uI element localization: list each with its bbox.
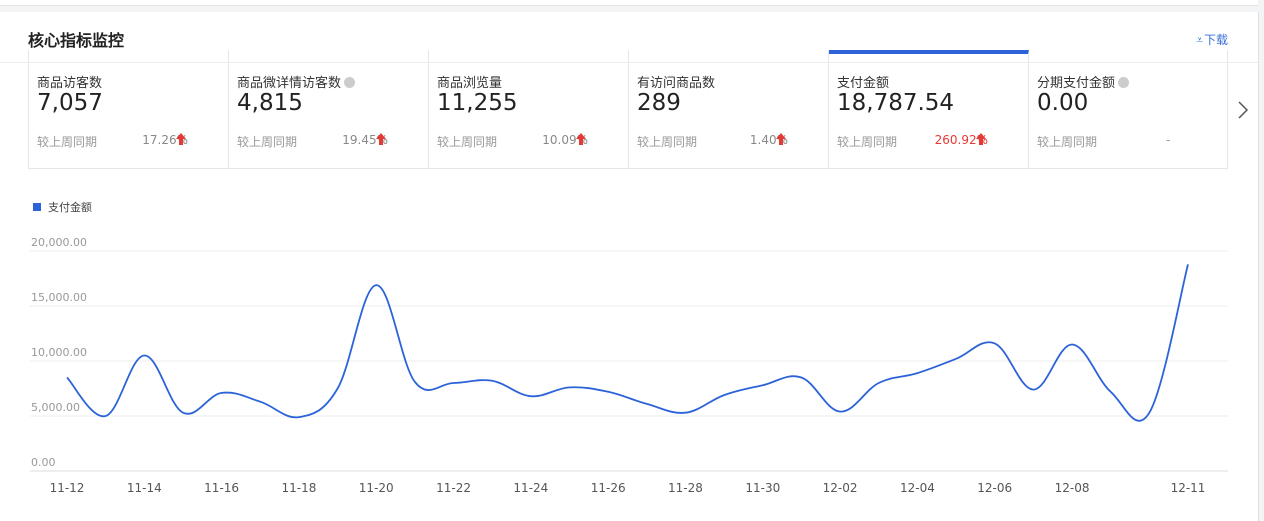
series-line (66, 264, 1189, 422)
x-tick-label: 11-30 (745, 481, 780, 495)
x-tick-label: 11-26 (591, 481, 626, 495)
download-label: 下载 (1203, 33, 1228, 47)
metric-card[interactable]: 支付金额 18,787.54 较上周同期 260.92% (829, 50, 1029, 168)
metric-compare-label: 较上周同期 (37, 135, 98, 149)
metric-value: 18,787.54 (837, 90, 955, 116)
x-tick-label: 11-22 (436, 481, 471, 495)
metric-label-text: 有访问商品数 (637, 76, 716, 91)
metric-compare-label: 较上周同期 (1037, 135, 1098, 149)
metric-label-text: 商品微详情访客数 (237, 76, 342, 91)
arrow-up-icon (576, 133, 586, 145)
metric-change: - (1166, 133, 1171, 147)
legend-swatch (33, 203, 41, 211)
arrow-up-icon (376, 133, 386, 145)
metric-label: 有访问商品数 (637, 72, 715, 91)
download-icon: ⩡ (1196, 33, 1203, 47)
metric-compare-label: 较上周同期 (837, 135, 898, 149)
y-tick-label: 15,000.00 (31, 291, 87, 304)
core-metrics-panel: 核心指标监控 ⩡下载 (0, 12, 1258, 521)
arrow-up-icon (776, 133, 786, 145)
metric-label: 分期支付金额 (1037, 72, 1130, 91)
x-tick-label: 12-11 (1171, 481, 1206, 495)
x-tick-label: 12-04 (900, 481, 935, 495)
metric-card[interactable]: 有访问商品数 289 较上周同期 1.40% (629, 50, 829, 168)
metric-compare-label: 较上周同期 (437, 135, 498, 149)
metric-card[interactable]: 商品浏览量 11,255 较上周同期 10.09% (429, 50, 629, 168)
top-strip (0, 0, 1258, 6)
metric-label: 支付金额 (837, 72, 889, 91)
panel-right-border (1258, 12, 1259, 521)
arrow-up-icon (176, 133, 186, 145)
metric-change: 19.45% (342, 133, 388, 147)
x-tick-label: 12-06 (977, 481, 1012, 495)
legend-label: 支付金额 (48, 201, 92, 214)
metric-card[interactable]: 商品微详情访客数 4,815 较上周同期 19.45% (229, 50, 429, 168)
download-button[interactable]: ⩡下载 (1196, 31, 1228, 48)
x-tick-label: 11-16 (204, 481, 239, 495)
panel-title: 核心指标监控 (28, 31, 125, 50)
metric-label-text: 支付金额 (837, 76, 890, 91)
metric-value: 289 (637, 90, 681, 116)
arrow-up-icon (976, 133, 986, 145)
next-arrow-icon[interactable] (1232, 96, 1254, 124)
metric-label-text: 分期支付金额 (1037, 76, 1116, 91)
y-tick-label: 20,000.00 (31, 236, 87, 249)
help-icon[interactable] (344, 77, 356, 88)
x-tick-label: 12-08 (1055, 481, 1090, 495)
metric-label: 商品浏览量 (437, 72, 502, 91)
x-tick-label: 11-18 (281, 481, 316, 495)
x-tick-label: 11-12 (50, 481, 85, 495)
metric-value: 0.00 (1037, 90, 1089, 116)
metric-label: 商品微详情访客数 (237, 72, 356, 91)
x-tick-label: 11-20 (359, 481, 394, 495)
x-tick-label: 11-14 (127, 481, 162, 495)
y-tick-label: 0.00 (31, 456, 56, 469)
x-tick-label: 12-02 (823, 481, 858, 495)
metric-compare-label: 较上周同期 (637, 135, 698, 149)
metric-label-text: 商品访客数 (37, 76, 103, 91)
metric-change: 10.09% (542, 133, 588, 147)
metric-card[interactable]: 分期支付金额 0.00 较上周同期 - (1029, 50, 1227, 168)
metric-label-text: 商品浏览量 (437, 76, 503, 91)
metric-label: 商品访客数 (37, 72, 102, 91)
metric-value: 7,057 (37, 90, 103, 116)
help-icon[interactable] (1118, 77, 1130, 88)
y-tick-label: 5,000.00 (31, 401, 80, 414)
x-tick-label: 11-28 (668, 481, 703, 495)
x-tick-label: 11-24 (513, 481, 548, 495)
metric-value: 11,255 (437, 90, 518, 116)
metric-change: 17.26% (142, 133, 188, 147)
panel-header: 核心指标监控 ⩡下载 (0, 12, 1258, 63)
metric-cards: 商品访客数 7,057 较上周同期 17.26% 商品微详情访客数 4,815 较上周同期 1… (28, 50, 1228, 169)
y-tick-label: 10,000.00 (31, 346, 87, 359)
metric-value: 4,815 (237, 90, 303, 116)
metric-compare-label: 较上周同期 (237, 135, 298, 149)
chart-legend[interactable]: 支付金额 (33, 199, 92, 215)
metric-card[interactable]: 商品访客数 7,057 较上周同期 17.26% (29, 50, 229, 168)
metric-change: 260.92% (934, 133, 988, 147)
